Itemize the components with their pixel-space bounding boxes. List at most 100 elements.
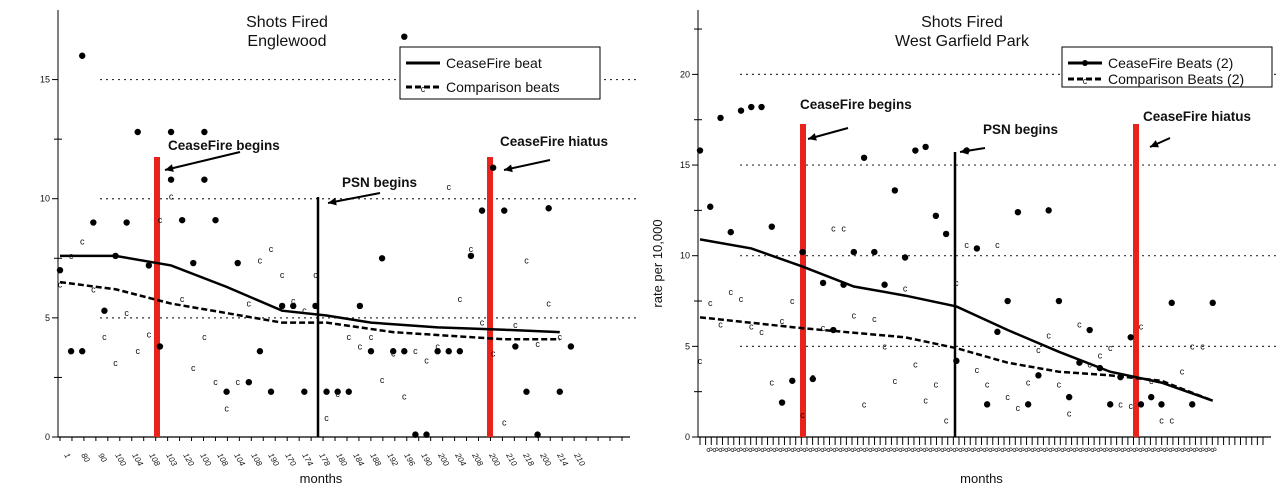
data-point: [932, 212, 940, 220]
x-tick-label: 8: [1112, 446, 1122, 455]
data-point: c: [113, 358, 118, 368]
x-tick-label: 8: [1148, 446, 1158, 455]
x-tick-label: 218: [521, 451, 536, 468]
data-point: [212, 216, 219, 224]
x-tick-label: 8: [1118, 446, 1128, 455]
y-axis-label: rate per 10,000: [650, 219, 665, 307]
trend-line: [699, 316, 1214, 402]
legend-label: Comparison beats: [446, 79, 560, 95]
data-point: c: [446, 182, 451, 192]
data-point: c: [923, 396, 928, 406]
x-tick-label: 8: [788, 446, 798, 455]
data-point: [1148, 393, 1155, 401]
x-tick-label: 8: [1070, 446, 1080, 455]
data-point: [401, 33, 408, 40]
y-tick-label: 15: [680, 160, 690, 170]
data-point: [134, 128, 141, 136]
data-point: c: [302, 306, 307, 316]
data-point: [748, 103, 755, 111]
x-tick-label: 8: [1064, 446, 1074, 455]
x-tick-label: 8: [806, 446, 816, 455]
data-point: [942, 230, 950, 238]
data-point: [1168, 299, 1175, 307]
data-point: [156, 343, 164, 350]
x-tick-label: 1: [62, 452, 72, 460]
data-point: c: [458, 294, 463, 304]
x-tick-label: 8: [956, 446, 966, 455]
data-point: c: [821, 323, 826, 333]
x-tick-label: 8: [1058, 446, 1068, 455]
data-point: [256, 348, 264, 355]
x-tick-label: 8: [1202, 446, 1212, 455]
x-tick-label: 8: [1142, 446, 1152, 455]
x-tick-label: 8: [842, 446, 852, 455]
data-point: c: [358, 341, 363, 351]
x-tick-label: 204: [453, 451, 468, 468]
x-tick-label: 8: [794, 446, 804, 455]
legend-label: Comparison Beats (2): [1108, 71, 1244, 87]
data-point: [423, 431, 430, 438]
x-tick-label: 8: [830, 446, 840, 455]
data-point: c: [964, 240, 969, 250]
data-point: [478, 207, 486, 214]
y-tick-label: 10: [680, 251, 690, 261]
x-tick-label: 104: [232, 452, 247, 469]
data-point: c: [169, 191, 174, 201]
x-tick-label: 8: [1184, 446, 1194, 455]
x-tick-label: 8: [950, 446, 960, 455]
data-point: c: [180, 294, 185, 304]
data-point: [334, 388, 341, 395]
data-point: c: [335, 389, 340, 399]
data-point: c: [91, 284, 96, 294]
data-point: c: [759, 327, 764, 337]
x-tick-label: 8: [1016, 446, 1026, 455]
x-tick-label: 8: [746, 446, 756, 455]
data-point: [523, 388, 530, 395]
legend-marker: c: [421, 84, 426, 94]
data-point: c: [524, 256, 529, 266]
data-point: [1045, 207, 1052, 214]
x-tick-label: 8: [974, 446, 984, 455]
x-tick-label: 8: [734, 446, 744, 455]
data-point: c: [698, 356, 703, 366]
x-tick-label: 8: [1130, 446, 1140, 455]
x-tick-label: 8: [818, 446, 828, 455]
x-tick-label: 100: [113, 452, 128, 469]
data-point: [768, 223, 775, 230]
data-point: [356, 302, 364, 310]
data-point: [1024, 401, 1032, 408]
event-arrowhead: [504, 164, 513, 173]
legend-label: CeaseFire beat: [446, 55, 542, 71]
chart-title-0: Shots Fired: [246, 14, 328, 31]
data-point: c: [202, 332, 207, 342]
data-point: c: [882, 341, 887, 351]
x-tick-label: 8: [1040, 446, 1050, 455]
data-point: [696, 147, 704, 154]
data-point: [467, 252, 475, 260]
data-point: [860, 154, 868, 161]
data-point: c: [235, 377, 240, 387]
data-point: [727, 228, 734, 236]
data-point: c: [893, 376, 898, 386]
event-arrow: [327, 192, 381, 204]
data-point: [401, 348, 408, 355]
data-point: c: [749, 321, 754, 331]
data-point: c: [944, 416, 949, 426]
x-tick-label: 108: [147, 452, 162, 469]
trend-line: [60, 254, 560, 334]
x-tick-label: 8: [1196, 446, 1206, 455]
data-point: [871, 248, 878, 256]
data-point: [912, 147, 919, 154]
x-tick-label: 8: [1010, 446, 1020, 455]
y-tick-label: 0: [685, 432, 690, 442]
y-tick-label: 20: [680, 69, 690, 79]
data-point: [809, 375, 817, 383]
data-point: c: [69, 251, 74, 261]
data-point: c: [191, 363, 196, 373]
x-tick-label: 190: [419, 452, 434, 469]
data-point: [201, 176, 208, 183]
data-point: [512, 343, 519, 350]
data-point: c: [1200, 341, 1205, 351]
data-point: [201, 128, 208, 136]
data-point: [278, 302, 286, 310]
